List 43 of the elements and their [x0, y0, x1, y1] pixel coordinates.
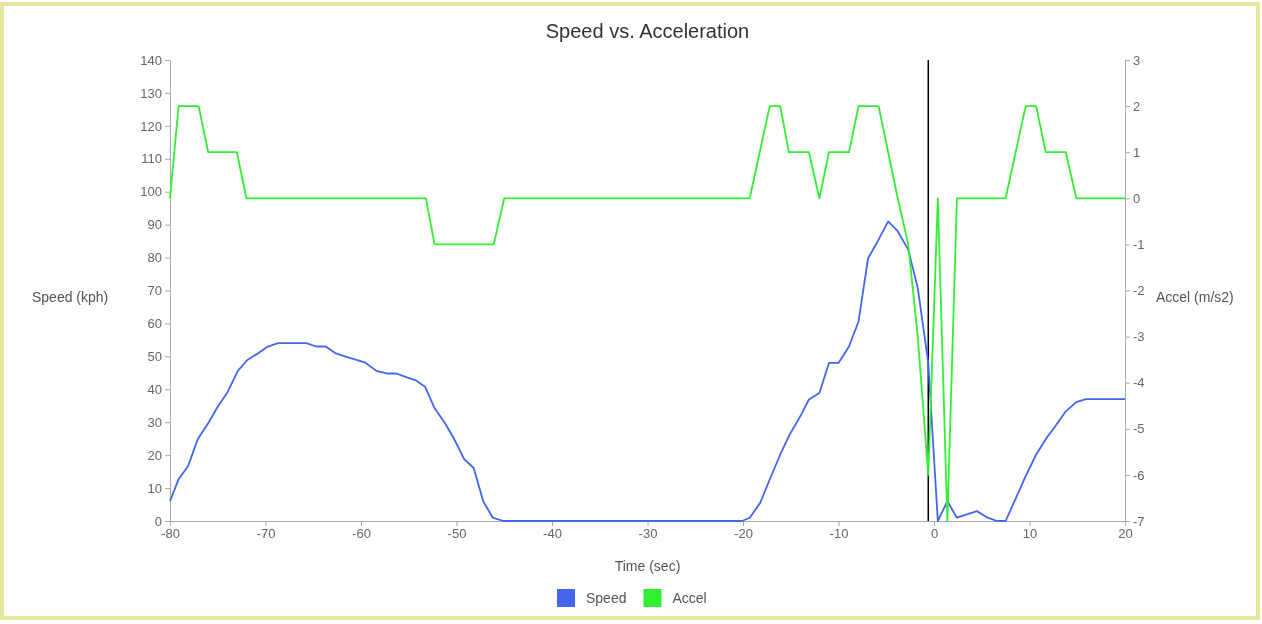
y2-tick-label: -6	[1133, 467, 1145, 483]
x-tick-label: -50	[447, 526, 467, 542]
x-tick-label: 20	[1118, 526, 1133, 542]
x-tick-label: -10	[829, 526, 849, 542]
x-tick-label: -40	[543, 526, 562, 542]
y2-tick-label: 0	[1133, 190, 1141, 206]
y2-tick-label: -5	[1133, 421, 1145, 437]
y2-tick-label: 1	[1133, 144, 1141, 160]
y-axis-title: Speed (kph)	[32, 289, 109, 305]
y-tick-label: 70	[147, 283, 162, 299]
y-tick-label: 40	[147, 381, 162, 397]
chart-title: Speed vs. Acceleration	[545, 20, 750, 42]
y-tick-label: 120	[140, 118, 162, 134]
y-tick-label: 110	[141, 151, 162, 167]
y-tick-label: 90	[147, 217, 162, 233]
y-tick-label: 130	[140, 85, 162, 101]
y-tick-label: 0	[154, 513, 162, 529]
y2-tick-label: 3	[1133, 52, 1141, 68]
x-axis-title: Time (sec)	[614, 558, 681, 574]
x-tick-label: -70	[256, 526, 276, 542]
x-tick-label: 0	[930, 526, 939, 542]
y-tick-label: 100	[140, 184, 162, 200]
x-tick-label: -60	[352, 526, 371, 542]
x-tick-label: -80	[161, 526, 180, 542]
y2-tick-label: -2	[1133, 283, 1145, 299]
y2-tick-label: 2	[1133, 98, 1141, 114]
y2-axis-title: Accel (m/s2)	[1156, 289, 1234, 305]
y-tick-label: 60	[147, 316, 162, 332]
y-tick-label: 10	[147, 480, 162, 496]
x-tick-label: -20	[734, 526, 753, 542]
legend-label: Accel	[672, 590, 707, 606]
y-tick-label: 50	[147, 349, 162, 365]
y2-tick-label: -4	[1133, 375, 1145, 391]
y-tick-label: 20	[147, 447, 162, 463]
y-tick-label: 30	[147, 414, 162, 430]
y-tick-label: 140	[140, 52, 162, 68]
y2-tick-label: -3	[1133, 329, 1145, 345]
y2-tick-label: -1	[1133, 237, 1145, 253]
y-tick-label: 80	[147, 250, 162, 266]
legend-label: Speed	[586, 590, 627, 606]
y2-tick-label: -7	[1133, 513, 1145, 529]
x-tick-label: -30	[638, 526, 658, 542]
x-tick-label: 10	[1022, 526, 1038, 542]
